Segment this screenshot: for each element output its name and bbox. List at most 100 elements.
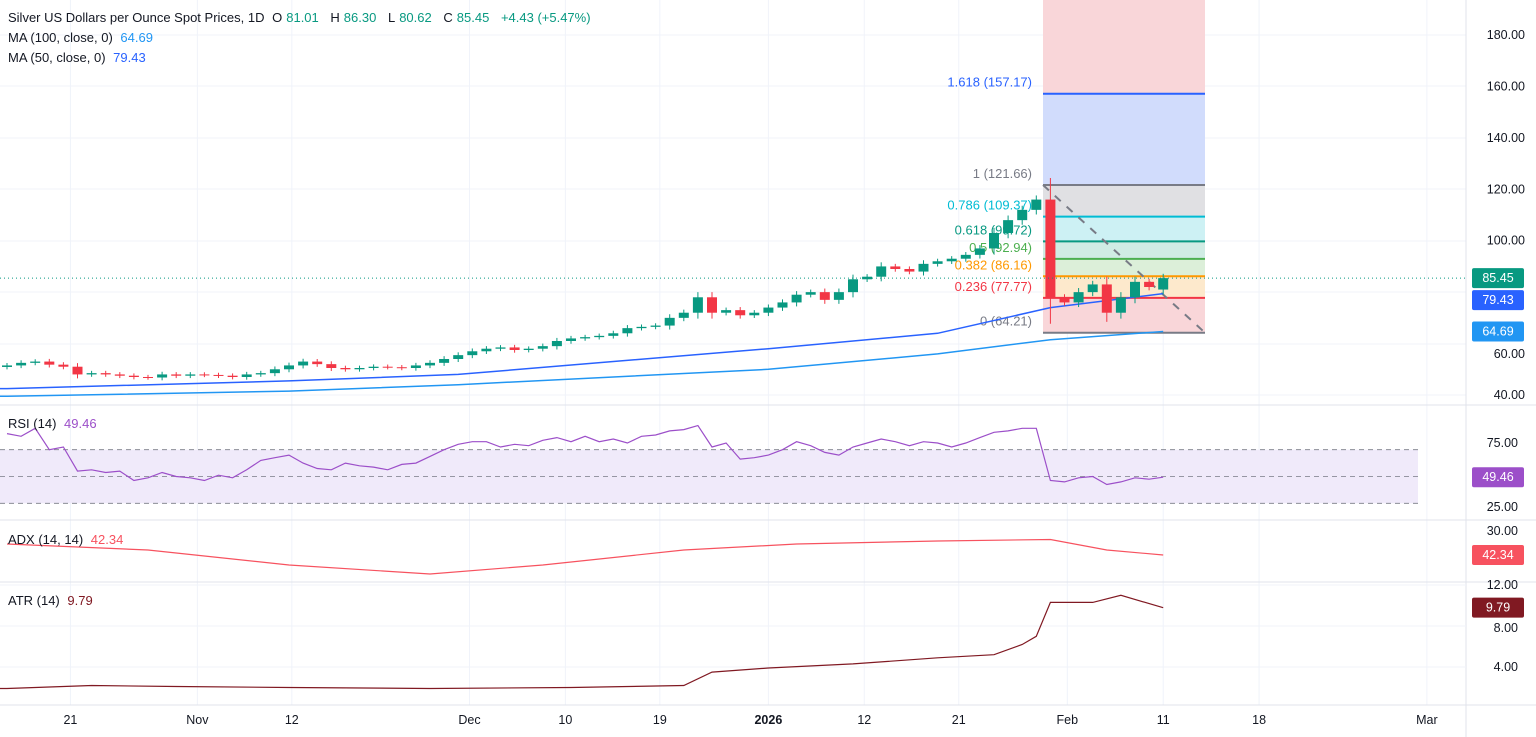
candle-body <box>707 297 717 313</box>
symbol-title: Silver US Dollars per Ounce Spot Prices,… <box>8 10 265 25</box>
atr-tag-text: 9.79 <box>1486 601 1510 615</box>
candle-body <box>241 374 252 377</box>
candle-body <box>918 263 929 272</box>
low-value: 80.62 <box>399 10 432 25</box>
rsi-value: 49.46 <box>64 416 97 431</box>
fib-zone <box>1043 276 1205 298</box>
candle-body <box>199 374 210 376</box>
rsi-label: RSI (14) <box>8 416 57 431</box>
candle <box>1115 292 1126 319</box>
adx-tick-label: 30.00 <box>1487 524 1518 538</box>
rsi-tag-text: 49.46 <box>1482 470 1513 484</box>
candle <box>284 362 294 373</box>
candle-body <box>495 347 506 349</box>
last-price-tag: 85.45 <box>1472 268 1524 289</box>
candle <box>594 333 605 340</box>
candle-body <box>594 335 605 338</box>
candle <box>1073 288 1084 308</box>
candle-body <box>848 279 858 293</box>
price-tick-label: 180.00 <box>1487 28 1525 42</box>
fib-level-label: 1.618 (157.17) <box>947 75 1032 90</box>
candle-body <box>143 376 153 378</box>
candle-body <box>523 348 534 350</box>
fib-zone <box>1043 216 1205 242</box>
candle-body <box>1101 284 1112 313</box>
candle-body <box>636 326 647 329</box>
candle <box>481 346 492 354</box>
fib-level-label: 1 (121.66) <box>973 166 1032 181</box>
candle <box>580 334 591 341</box>
ma100-tag-bg <box>1472 321 1524 342</box>
candle <box>185 372 196 379</box>
candle-body <box>2 365 12 367</box>
ma100-legend[interactable]: MA (100, close, 0) 64.69 <box>8 30 157 45</box>
candle <box>1101 276 1112 322</box>
adx-tag-bg <box>1472 545 1524 565</box>
candle-body <box>298 361 309 366</box>
candle <box>735 307 746 319</box>
time-tick-label: 18 <box>1252 713 1266 727</box>
candle-body <box>551 340 562 347</box>
time-tick-label: 19 <box>653 713 667 727</box>
candle <box>692 292 703 319</box>
fib-zone <box>1043 258 1205 277</box>
fib-zone <box>1043 185 1205 217</box>
close-label: C <box>443 10 453 25</box>
candle-body <box>580 337 591 339</box>
candle <box>439 356 450 366</box>
candle-body <box>932 261 943 264</box>
candle-body <box>833 292 844 300</box>
candle-body <box>410 365 421 368</box>
candle-body <box>340 367 351 370</box>
fib-trend-line <box>1042 184 1206 334</box>
candle-body <box>608 333 619 336</box>
candle <box>410 362 421 371</box>
candle <box>340 365 351 372</box>
ma50-value: 79.43 <box>113 50 146 65</box>
high-label: H <box>330 10 340 25</box>
candle <box>650 323 661 330</box>
atr-tag: 9.79 <box>1472 597 1524 618</box>
candle <box>1158 273 1169 295</box>
candle <box>876 262 887 282</box>
candle <box>566 335 576 344</box>
candle-body <box>862 276 873 280</box>
ma50-legend[interactable]: MA (50, close, 0) 79.43 <box>8 50 150 65</box>
high-value: 86.30 <box>343 10 377 25</box>
candle-body <box>312 361 323 365</box>
candle-body <box>946 258 957 262</box>
candle <box>157 371 168 381</box>
candle-body <box>30 361 41 363</box>
candle-body <box>396 367 407 369</box>
adx-tag-text: 42.34 <box>1482 548 1513 562</box>
low-label: L <box>387 10 396 25</box>
time-tick-label: Feb <box>1057 713 1079 727</box>
candle <box>707 292 717 319</box>
candle-body <box>566 338 576 341</box>
candle <box>213 372 224 378</box>
fib-level-label: 0.382 (86.16) <box>955 257 1032 272</box>
atr-legend[interactable]: ATR (14) 9.79 <box>8 593 97 608</box>
time-tick-label: Dec <box>458 713 480 727</box>
candle <box>918 260 929 276</box>
atr-label: ATR (14) <box>8 593 60 608</box>
adx-label: ADX (14, 14) <box>8 532 84 547</box>
candle-body <box>1045 199 1056 298</box>
ma50-tag-text: 79.43 <box>1482 293 1513 307</box>
time-tick-label: 12 <box>285 713 299 727</box>
adx-legend[interactable]: ADX (14, 14) 42.34 <box>8 532 127 547</box>
candle <box>608 330 619 339</box>
candle <box>199 372 210 378</box>
price-tick-label: 120.00 <box>1487 182 1525 196</box>
candle-body <box>227 375 238 377</box>
atr-tick-label: 8.00 <box>1494 621 1518 635</box>
close-value: 85.45 <box>456 10 490 25</box>
candle-body <box>128 375 139 377</box>
time-tick-label: 11 <box>1157 713 1170 727</box>
candle <box>622 325 633 337</box>
rsi-legend[interactable]: RSI (14) 49.46 <box>8 416 101 431</box>
candle <box>425 360 435 369</box>
candle <box>509 344 520 353</box>
ma50-tag-bg <box>1472 290 1524 311</box>
